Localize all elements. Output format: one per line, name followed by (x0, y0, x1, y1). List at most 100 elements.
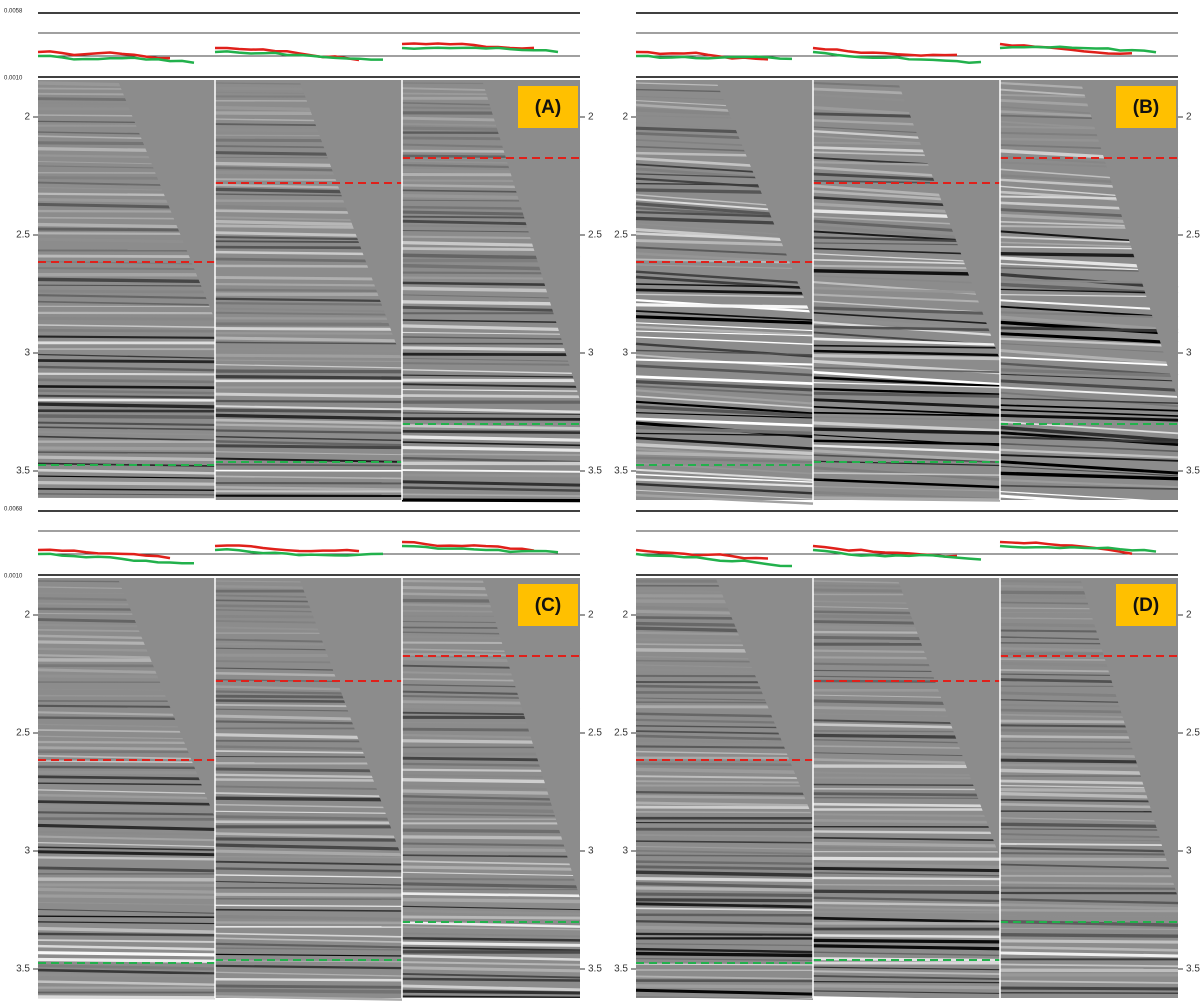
reflector (812, 792, 1001, 797)
panel-label: (A) (535, 97, 561, 118)
reflector (401, 424, 581, 431)
label-box (1116, 86, 1176, 128)
log-curve (37, 50, 171, 60)
reflector (401, 388, 581, 392)
reflector (812, 449, 1001, 463)
reflector (37, 277, 216, 284)
log-curve (401, 544, 559, 554)
reflector (999, 490, 1179, 503)
reflector (635, 417, 814, 428)
reflector (635, 902, 814, 909)
reflector (635, 436, 814, 450)
reflector (37, 267, 216, 271)
reflector (812, 846, 1001, 852)
reflector (635, 283, 814, 289)
reflector (214, 971, 403, 977)
reflector (401, 915, 581, 920)
reflector (635, 854, 814, 857)
reflector (999, 945, 1179, 952)
scale-label: 0.0058 (4, 9, 23, 15)
reflector (214, 892, 403, 897)
reflector (401, 897, 581, 904)
reflector (37, 957, 216, 963)
reflector (401, 812, 581, 817)
reflector (999, 991, 1179, 995)
reflector (812, 802, 1001, 808)
label-box (1116, 584, 1176, 626)
reflector (401, 480, 581, 487)
reflector (37, 841, 216, 848)
reflector (401, 374, 581, 378)
reflector (635, 767, 814, 775)
reflector (812, 951, 1001, 957)
reflector (214, 904, 403, 908)
log-curve (401, 540, 535, 552)
reflector (635, 473, 814, 483)
reflector (635, 780, 814, 784)
reflector (37, 800, 216, 806)
reflector (214, 810, 403, 814)
reflector (214, 942, 403, 949)
reflector (999, 326, 1179, 333)
reflector (37, 908, 216, 914)
reflector (635, 325, 814, 337)
reflector (812, 981, 1001, 984)
y-tick-label: 3 (1186, 846, 1192, 857)
reflector (812, 306, 1001, 316)
reflector (37, 817, 216, 821)
reflector (999, 951, 1179, 958)
reflector (635, 288, 814, 295)
reflector (37, 765, 216, 770)
reflector (635, 246, 814, 257)
reflector (635, 865, 814, 871)
reflector (812, 788, 1001, 791)
log-curve (812, 46, 958, 57)
panel: 2 2 2.5 2.5 3 3 3.5 3.5 (B) (614, 12, 1200, 510)
reflector (214, 359, 403, 363)
log-curve (37, 552, 195, 565)
reflector (999, 980, 1179, 984)
reflector (999, 802, 1179, 809)
mute (117, 80, 215, 320)
reflector (37, 856, 216, 861)
reflector (635, 913, 814, 917)
reflector (812, 366, 1001, 373)
reflector (401, 441, 581, 447)
mute (299, 578, 402, 858)
reflector (635, 860, 814, 866)
reflector (214, 347, 403, 353)
y-tick-label: 2.5 (1186, 728, 1200, 739)
reflector (635, 358, 814, 366)
reflector (635, 745, 814, 750)
y-tick-label: 2.5 (16, 728, 30, 739)
scale-label: 0.0010 (4, 574, 23, 580)
reflector (635, 371, 814, 383)
mute (482, 578, 580, 898)
reflector (37, 481, 216, 486)
reflector (635, 400, 814, 415)
reflector (214, 327, 403, 331)
reflector (37, 324, 216, 329)
reflector (635, 947, 814, 954)
reflector (214, 984, 403, 989)
reflector (401, 847, 581, 853)
panel-label: (D) (1133, 595, 1159, 616)
reflector (812, 996, 1001, 1003)
reflector (214, 307, 403, 313)
reflector (999, 838, 1179, 842)
reflector (214, 849, 403, 857)
reflector (214, 785, 403, 791)
reflector (214, 843, 403, 851)
reflector (635, 801, 814, 808)
reflector (401, 357, 581, 362)
panel-label: (C) (535, 595, 561, 616)
reflector (812, 421, 1001, 433)
reflector (214, 418, 403, 425)
reflector (401, 961, 581, 966)
reflector (401, 407, 581, 414)
reflector (812, 344, 1001, 349)
reflector (999, 337, 1179, 348)
reflector (635, 870, 814, 877)
reflector (635, 795, 814, 800)
